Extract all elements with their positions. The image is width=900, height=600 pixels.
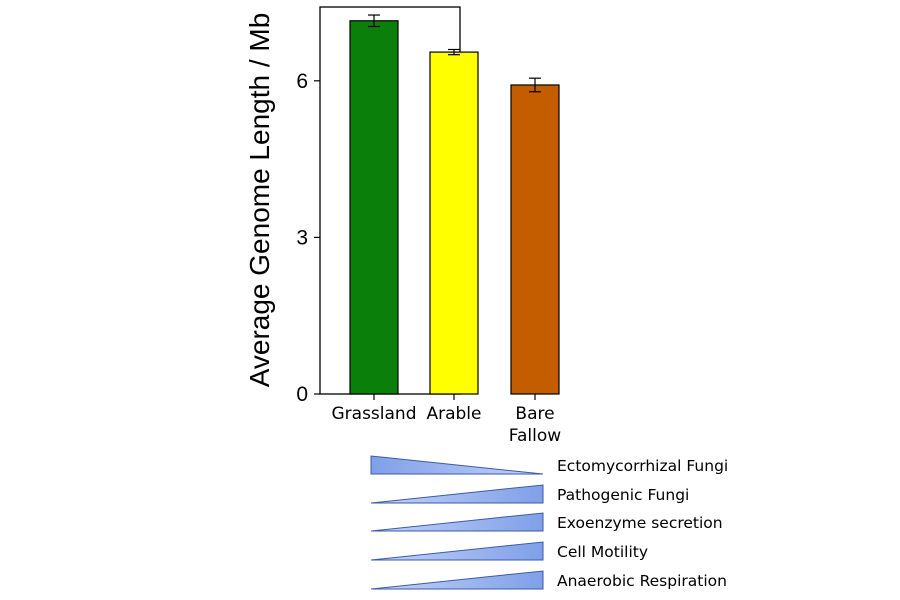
trend-wedge-0 (370, 455, 544, 475)
y-tick-label-0: 0 (296, 383, 308, 406)
bars-layer (349, 20, 560, 395)
trend-label-3: Cell Motility (557, 543, 648, 561)
x-category-label-2-0: Bare (515, 404, 554, 424)
y-tick-label-1: 3 (296, 226, 308, 249)
trend-row-1: Pathogenic Fungi (370, 484, 689, 504)
error-bars-layer (368, 14, 541, 93)
bar-1 (429, 51, 479, 395)
bar-2 (510, 84, 560, 395)
trend-wedge-3 (370, 541, 544, 561)
x-category-label-1-0: Arable (426, 404, 481, 424)
trend-row-0: Ectomycorrhizal Fungi (370, 455, 728, 475)
trend-wedges: Ectomycorrhizal Fungi Pathogenic Fungi Exo… (370, 455, 728, 590)
trend-label-0: Ectomycorrhizal Fungi (557, 457, 728, 475)
error-bar-0 (368, 14, 380, 28)
y-tick-label-2: 6 (296, 70, 308, 93)
trend-label-1: Pathogenic Fungi (557, 486, 689, 504)
y-axis: 0 3 6 (296, 70, 320, 406)
trend-label-4: Anaerobic Respiration (557, 572, 727, 590)
x-category-label-2-1: Fallow (509, 426, 561, 446)
trend-label-2: Exoenzyme secretion (557, 514, 723, 532)
x-category-label-0-0: Grassland (332, 404, 417, 424)
error-bar-1 (448, 48, 460, 56)
error-bar-2 (529, 77, 541, 93)
trend-row-2: Exoenzyme secretion (370, 512, 723, 532)
trend-wedge-2 (370, 512, 544, 532)
trend-wedge-1 (370, 484, 544, 504)
trend-row-3: Cell Motility (370, 541, 648, 561)
y-axis-label: Average Genome Length / Mb (244, 13, 275, 388)
trend-row-4: Anaerobic Respiration (370, 570, 727, 590)
trend-wedge-4 (370, 570, 544, 590)
bar-0 (349, 20, 399, 395)
